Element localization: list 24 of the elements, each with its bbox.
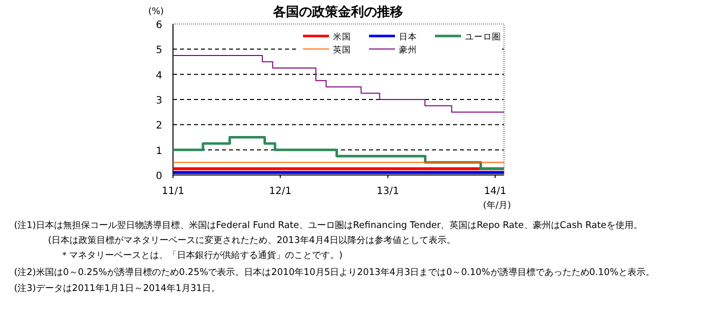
x-axis-title: (年/月) bbox=[482, 200, 512, 211]
text: (注2)米国は0～0.25%が誘導目標のため0.25%で表示。日本は2010年10月5日より2013年4月3日までは0～0.10%が誘導目標であったため0.10%と表示。 bbox=[14, 267, 654, 278]
text: ＊マネタリーベースとは、「日本銀行が供給する通貨」のことです。) bbox=[60, 250, 343, 261]
legend-label: 豪州 bbox=[399, 44, 417, 56]
y-tick-label: 6 bbox=[156, 20, 162, 31]
text: (注3)データは2011年1月1日～2014年1月31日。 bbox=[14, 283, 220, 294]
text: (注1)日本は無担保コール翌日物誘導目標、米国はFederal Fund Rate、ユーロ圏はRefinancing Tender、英国はRepo Rate、豪州はCash Rateを使用。 bbox=[14, 220, 642, 231]
legend-label: 英国 bbox=[333, 44, 351, 56]
x-tick-label: 11/1 bbox=[162, 186, 184, 197]
legend-label: 米国 bbox=[333, 32, 351, 42]
y-tick-label: 5 bbox=[156, 45, 162, 56]
y-tick-label: 0 bbox=[156, 171, 162, 182]
text: (日本は政策目標がマネタリーベースに変更されたため、2013年4月4日以降分は参考値として表示。 bbox=[48, 235, 456, 246]
y-tick-label: 4 bbox=[156, 70, 162, 82]
chart-title: 各国の政策金利の推移 bbox=[272, 4, 403, 20]
x-tick-label: 14/1 bbox=[484, 186, 506, 197]
legend-label: ユーロ圏 bbox=[465, 32, 501, 42]
x-tick-label: 12/1 bbox=[269, 186, 292, 197]
y-tick-label: 1 bbox=[156, 146, 162, 157]
y-axis-title: (%) bbox=[148, 7, 164, 17]
y-tick-label: 3 bbox=[156, 96, 162, 106]
y-tick-label: 2 bbox=[156, 120, 162, 132]
x-tick-label: 13/1 bbox=[376, 186, 400, 197]
legend-label: 日本 bbox=[399, 32, 417, 42]
